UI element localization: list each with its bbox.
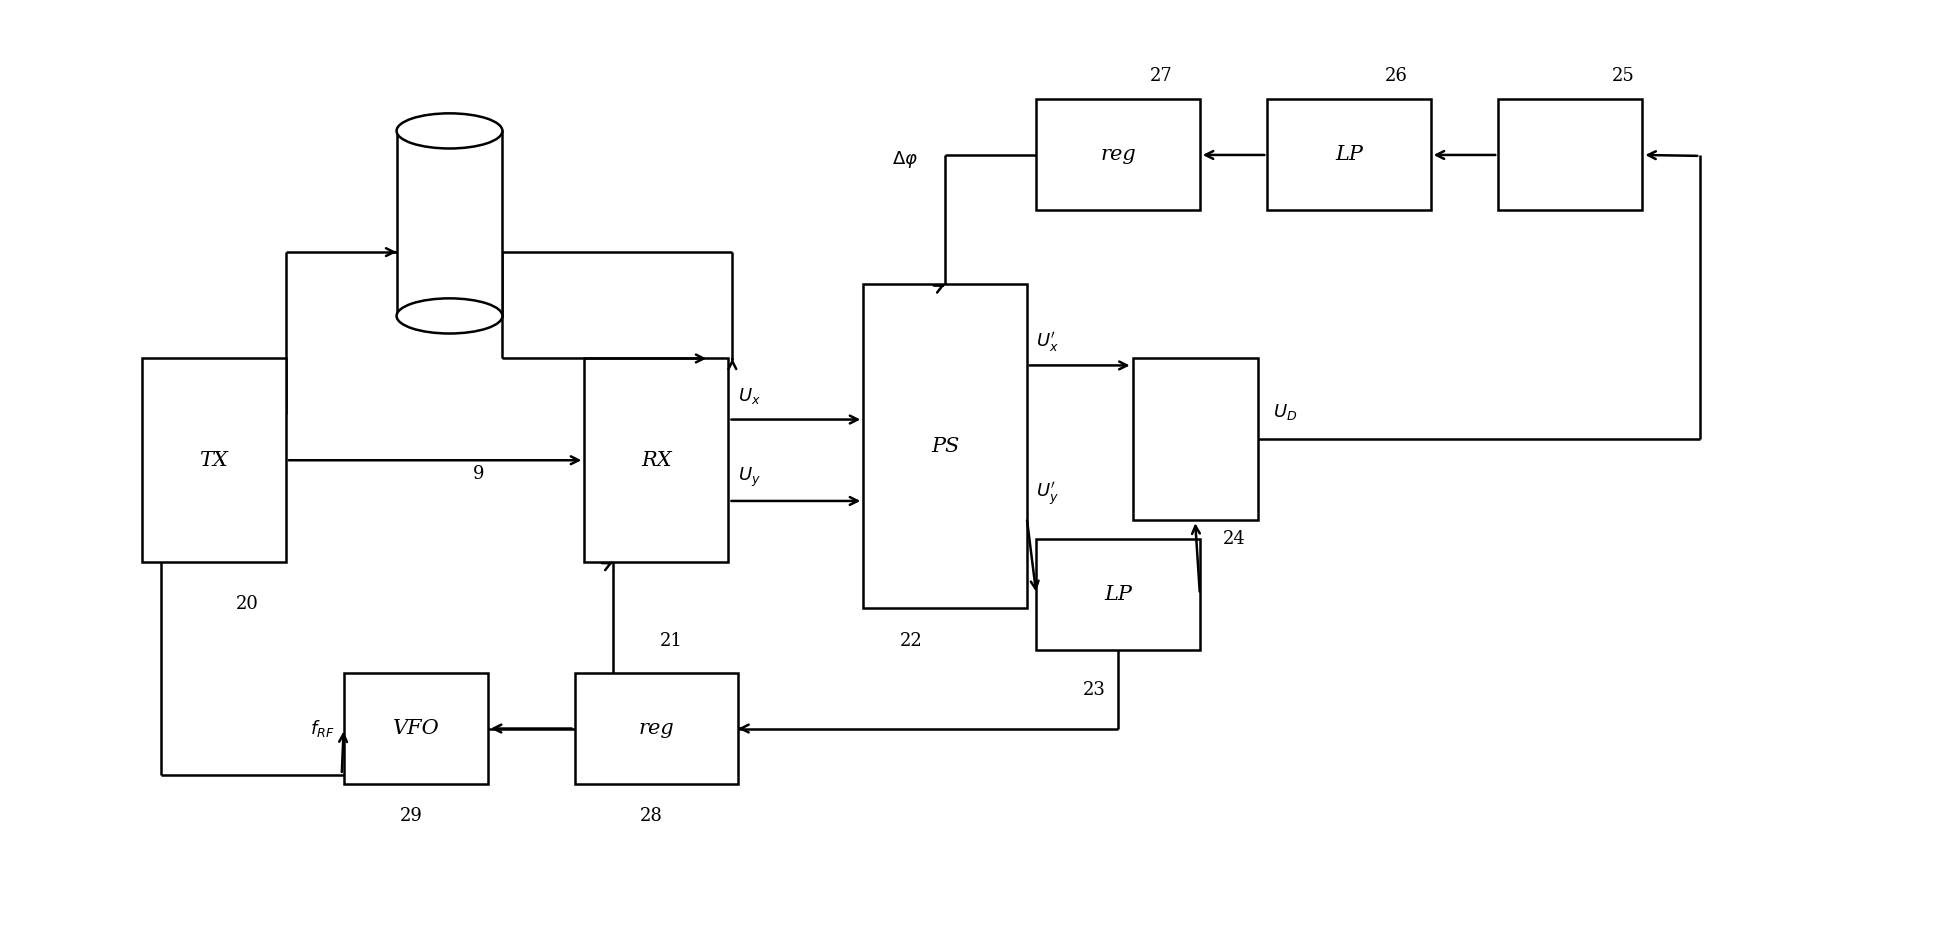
Bar (1037, 539, 1200, 650)
Bar (141, 359, 287, 562)
Bar (1267, 100, 1430, 210)
Text: $U_x$: $U_x$ (738, 387, 762, 407)
Text: reg: reg (638, 719, 674, 738)
Text: LP: LP (1335, 146, 1362, 164)
Bar (862, 285, 1027, 608)
Text: reg: reg (1101, 146, 1136, 164)
Text: 22: 22 (899, 632, 922, 650)
Bar (1132, 359, 1258, 520)
Bar (1037, 100, 1200, 210)
Text: 9: 9 (473, 465, 484, 484)
Text: 20: 20 (236, 594, 260, 612)
Text: TX: TX (200, 451, 229, 470)
Text: $\Delta\varphi$: $\Delta\varphi$ (891, 149, 919, 170)
Text: 21: 21 (659, 632, 682, 650)
Text: PS: PS (930, 437, 959, 455)
Text: RX: RX (641, 451, 672, 470)
Ellipse shape (397, 114, 502, 148)
Text: LP: LP (1105, 585, 1132, 604)
Text: 23: 23 (1083, 681, 1105, 699)
Bar (583, 359, 729, 562)
Text: $U_y$: $U_y$ (738, 467, 762, 489)
Bar (343, 673, 488, 784)
Bar (574, 673, 738, 784)
Ellipse shape (397, 299, 502, 333)
Bar (1498, 100, 1641, 210)
Text: 28: 28 (640, 808, 663, 825)
Text: 27: 27 (1149, 68, 1172, 85)
Text: VFO: VFO (391, 719, 440, 738)
Text: $U_D$: $U_D$ (1273, 402, 1297, 422)
Text: $U_x'$: $U_x'$ (1037, 331, 1058, 354)
Text: $f_{RF}$: $f_{RF}$ (310, 718, 333, 739)
Text: $U_y'$: $U_y'$ (1037, 481, 1060, 508)
Text: 26: 26 (1386, 68, 1407, 85)
Bar (397, 131, 502, 316)
Text: 24: 24 (1223, 530, 1246, 547)
Text: 25: 25 (1612, 68, 1634, 85)
Text: 29: 29 (399, 808, 422, 825)
